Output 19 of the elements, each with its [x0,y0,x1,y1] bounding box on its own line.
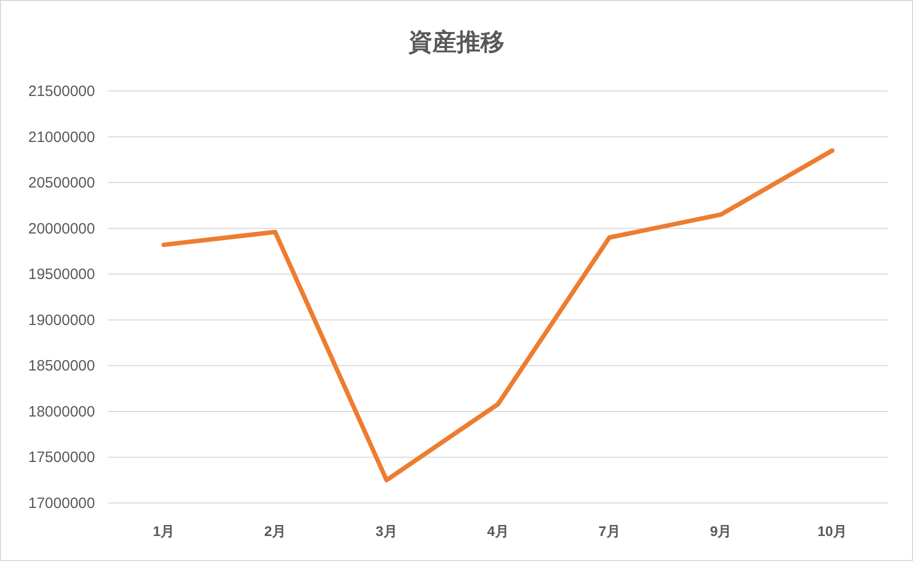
x-tick-label: 10月 [817,523,848,539]
x-tick-label: 1月 [152,523,175,539]
x-tick-label: 4月 [487,523,509,539]
y-tick-label: 17000000 [28,495,95,512]
chart-title: 資産推移 [408,29,504,56]
y-tick-label: 20000000 [28,220,95,238]
y-tick-label: 21000000 [28,128,95,146]
x-tick-label: 9月 [710,523,732,539]
y-tick-label: 18500000 [28,358,95,375]
x-tick-label: 3月 [376,523,398,539]
y-tick-label: 18000000 [28,403,95,420]
x-tick-label: 7月 [598,523,620,539]
line-series [161,148,835,482]
y-tick-label: 21500000 [28,83,95,100]
y-tick-label: 20500000 [28,174,95,192]
y-tick-label: 17500000 [28,449,95,466]
y-tick-label: 19000000 [28,312,95,329]
x-tick-label: 2月 [264,523,286,539]
y-tick-label: 19500000 [28,266,95,284]
